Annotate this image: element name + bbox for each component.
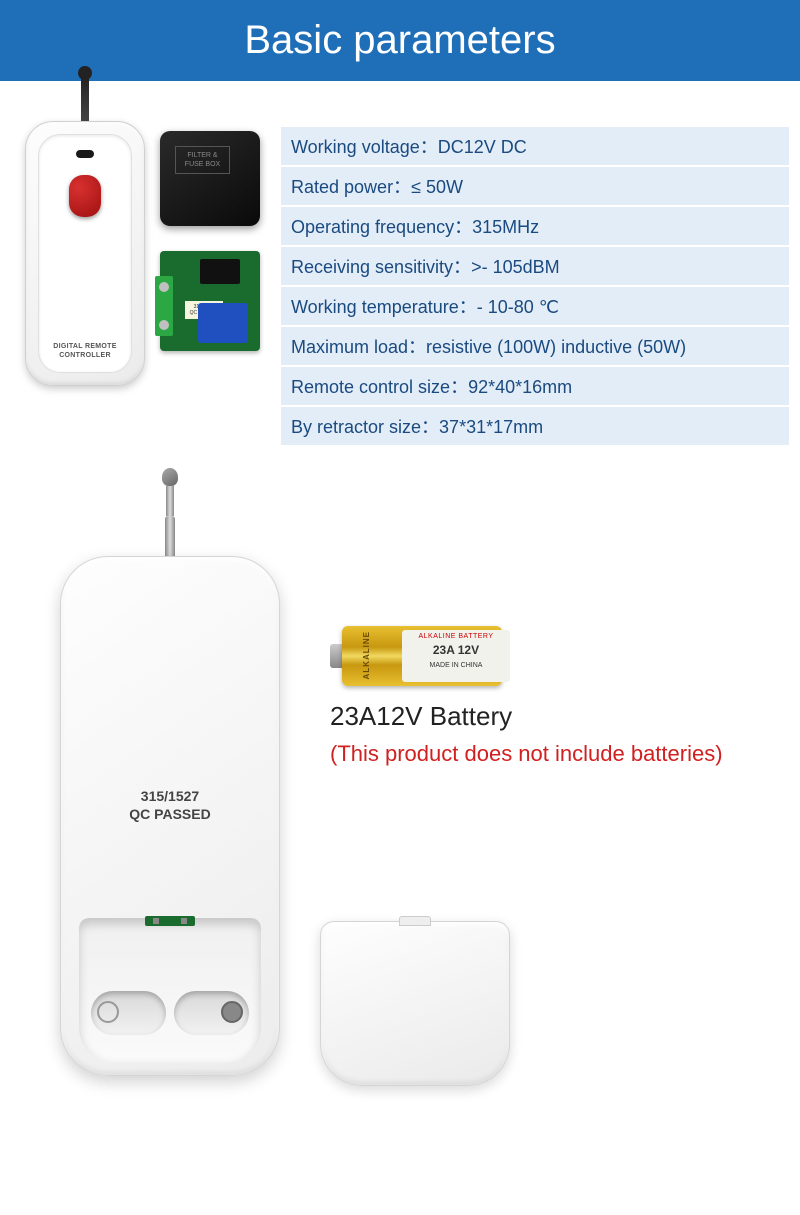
spec-row: Working voltage：DC12V DC (280, 126, 790, 166)
spec-label: Remote control size： (291, 377, 468, 397)
pcb-module-image: 315/1527 QC PASSED (160, 251, 260, 351)
spec-label: By retractor size： (291, 417, 439, 437)
spec-row: By retractor size：37*31*17mm (280, 406, 790, 446)
spec-row: Receiving sensitivity：>- 105dBM (280, 246, 790, 286)
qc-passed-label: 315/1527 QC PASSED (129, 787, 210, 823)
remote-body: DIGITAL REMOTE CONTROLLER (25, 121, 145, 386)
spec-label: Operating frequency： (291, 217, 472, 237)
spec-row: Rated power：≤ 50W (280, 166, 790, 206)
spec-table: Working voltage：DC12V DC Rated power：≤ 5… (280, 126, 790, 446)
battery-label-strip: ALKALINE BATTERY 23A 12V MADE IN CHINA (402, 630, 510, 682)
spec-label: Maximum load： (291, 337, 426, 357)
battery-slot (174, 991, 249, 1035)
remote-back-image: 315/1527 QC PASSED (60, 556, 280, 1076)
antenna-large-icon (163, 476, 177, 556)
spec-row: Remote control size：92*40*16mm (280, 366, 790, 406)
battery-title: 23A12V Battery (330, 701, 723, 732)
remote-label-text: DIGITAL REMOTE CONTROLLER (39, 342, 131, 360)
battery-contact-icon (221, 1001, 243, 1023)
spec-value: 315MHz (472, 217, 539, 237)
spec-label: Receiving sensitivity： (291, 257, 471, 277)
spec-label: Rated power： (291, 177, 411, 197)
spec-label: Working voltage： (291, 137, 438, 157)
remote-front-image: DIGITAL REMOTE CONTROLLER (25, 121, 145, 386)
remote-button-icon (69, 175, 101, 217)
modules-column: FILTER & FUSE BOX 315/1527 QC PASSED (160, 131, 260, 351)
battery-info: ALKALINE ALKALINE BATTERY 23A 12V MADE I… (330, 626, 723, 769)
spec-label: Working temperature： (291, 297, 477, 317)
remote-back-body: 315/1527 QC PASSED (60, 556, 280, 1076)
battery-compartment (79, 918, 261, 1063)
spec-row: Working temperature：- 10-80 ℃ (280, 286, 790, 326)
battery-body: ALKALINE ALKALINE BATTERY 23A 12V MADE I… (342, 626, 502, 686)
pcb-peek-icon (145, 916, 195, 926)
spec-value: - 10-80 ℃ (477, 297, 559, 317)
spec-row: Operating frequency：315MHz (280, 206, 790, 246)
led-indicator-icon (76, 150, 94, 158)
battery-cover-image (320, 921, 510, 1086)
receiver-box-image: FILTER & FUSE BOX (160, 131, 260, 226)
spec-value: 37*31*17mm (439, 417, 543, 437)
battery-brand-text: ALKALINE (362, 631, 371, 679)
spec-value: resistive (100W) inductive (50W) (426, 337, 686, 357)
header-title: Basic parameters (244, 18, 555, 62)
battery-image: ALKALINE ALKALINE BATTERY 23A 12V MADE I… (330, 626, 510, 686)
antenna-icon (81, 76, 89, 121)
receiver-box-label: FILTER & FUSE BOX (175, 146, 230, 174)
spec-value: DC12V DC (438, 137, 527, 157)
specs-section: DIGITAL REMOTE CONTROLLER FILTER & FUSE … (0, 81, 800, 476)
spec-row: Maximum load：resistive (100W) inductive … (280, 326, 790, 366)
chip-icon (200, 259, 240, 284)
battery-warning-note: (This product does not include batteries… (330, 740, 723, 769)
page-header: Basic parameters (0, 0, 800, 81)
spec-value: 92*40*16mm (468, 377, 572, 397)
remote-face: DIGITAL REMOTE CONTROLLER (38, 134, 132, 373)
relay-icon (198, 303, 248, 343)
spec-value: >- 105dBM (471, 257, 560, 277)
battery-slot (91, 991, 166, 1035)
battery-section: 315/1527 QC PASSED ALKALINE ALKALINE BAT… (0, 476, 800, 1076)
terminal-block-icon (155, 276, 173, 336)
product-images-column: DIGITAL REMOTE CONTROLLER FILTER & FUSE … (25, 121, 260, 386)
spec-value: ≤ 50W (411, 177, 463, 197)
battery-spring-icon (97, 1001, 119, 1023)
